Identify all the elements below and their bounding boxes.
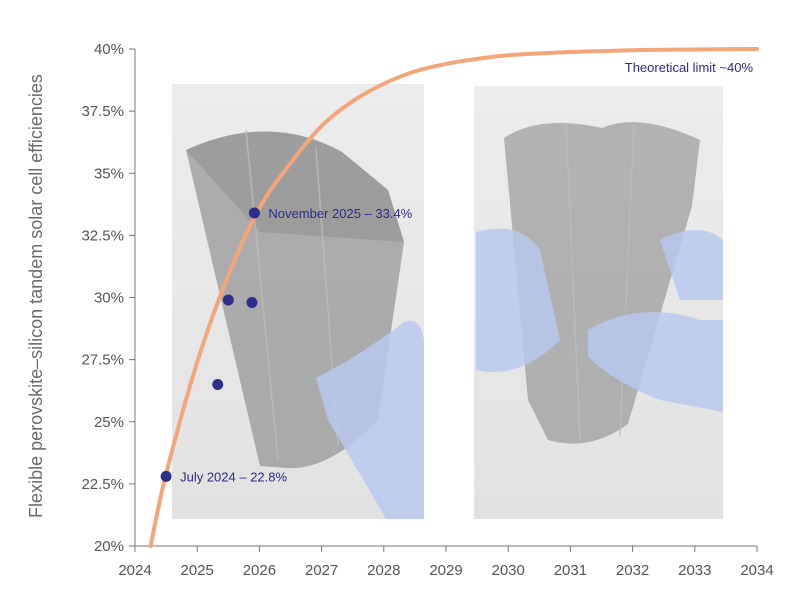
background-photo-right xyxy=(474,86,723,519)
x-tick-label: 2031 xyxy=(554,562,587,579)
data-point xyxy=(246,296,258,308)
x-tick-label: 2029 xyxy=(429,562,462,579)
x-tick-label: 2032 xyxy=(616,562,649,579)
data-point xyxy=(248,207,260,219)
y-axis-label: Flexible perovskite–silicon tandem solar… xyxy=(26,74,46,518)
y-tick-label: 37.5% xyxy=(81,103,124,120)
y-tick-label: 22.5% xyxy=(81,476,124,493)
x-axis-ticks: 2024 2025 2026 2027 2028 2029 2030 2031 2032 2033… xyxy=(118,546,774,579)
data-point xyxy=(222,294,234,306)
y-tick-label: 35% xyxy=(94,165,124,182)
y-tick-label: 32.5% xyxy=(81,227,124,244)
y-tick-label: 20% xyxy=(94,538,124,555)
x-tick-label: 2034 xyxy=(740,562,773,579)
data-point xyxy=(160,470,172,482)
x-tick-label: 2025 xyxy=(181,562,214,579)
annotations: July 2024 – 22.8% November 2025 – 33.4% Th… xyxy=(180,60,753,484)
annotation-label: July 2024 – 22.8% xyxy=(180,469,287,484)
axes: 20% 22.5% 25% 27.5% 30% 32.5% 35% 37.5% 40% 2024… xyxy=(81,41,773,579)
y-axis-ticks: 20% 22.5% 25% 27.5% 30% 32.5% 35% 37.5% 40% xyxy=(81,41,135,555)
background-photo-left xyxy=(172,84,424,519)
data-point xyxy=(212,378,224,390)
annotation-label: November 2025 – 33.4% xyxy=(268,206,412,221)
x-tick-label: 2027 xyxy=(305,562,338,579)
y-tick-label: 25% xyxy=(94,414,124,431)
y-tick-label: 40% xyxy=(94,41,124,58)
efficiency-trend-curve xyxy=(148,47,759,548)
x-tick-label: 2024 xyxy=(118,562,151,579)
x-tick-label: 2030 xyxy=(492,562,525,579)
y-tick-label: 27.5% xyxy=(81,352,124,369)
annotation-label: Theoretical limit ~40% xyxy=(625,60,754,75)
x-tick-label: 2033 xyxy=(678,562,711,579)
y-tick-label: 30% xyxy=(94,290,124,307)
x-tick-label: 2026 xyxy=(243,562,276,579)
x-tick-label: 2028 xyxy=(367,562,400,579)
series-layer xyxy=(148,47,759,548)
